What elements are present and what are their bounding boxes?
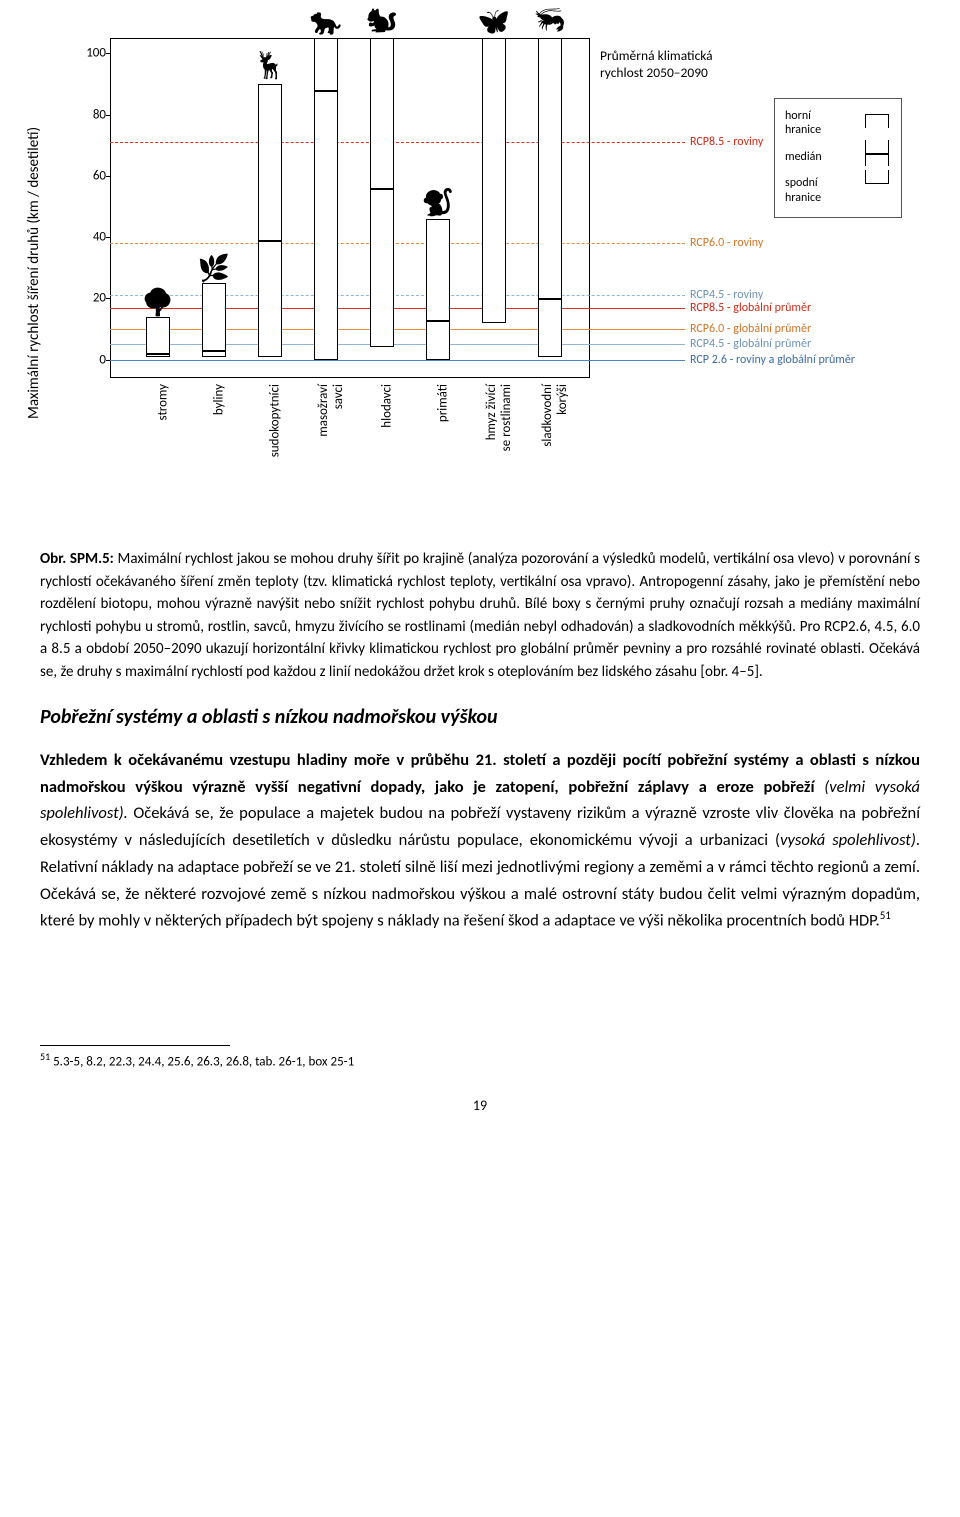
footnote: 51 5.3-5, 8.2, 22.3, 24.4, 25.6, 26.3, 2… bbox=[40, 1050, 920, 1072]
chart-title: Průměrná klimatická rychlost 2050–2090 bbox=[600, 48, 713, 82]
reference-line-label: RCP 2.6 - roviny a globální průměr bbox=[690, 353, 855, 367]
x-category-label-sudokopytnici: sudokopytníci bbox=[268, 384, 283, 457]
footnote-text: 5.3-5, 8.2, 22.3, 24.4, 25.6, 26.3, 26.8… bbox=[50, 1054, 354, 1069]
y-tick-label: 60 bbox=[82, 168, 106, 183]
caption-prefix: Obr. SPM.5: bbox=[40, 550, 114, 568]
reference-line-label: RCP6.0 - globální průměr bbox=[690, 322, 811, 336]
species-median-primati bbox=[426, 320, 450, 322]
species-median-stromy bbox=[146, 353, 170, 355]
reference-line bbox=[110, 360, 685, 361]
chart-title-line2: rychlost 2050–2090 bbox=[600, 64, 708, 81]
x-category-label-primati: primáti bbox=[436, 384, 451, 422]
legend-lower-label: spodníhranice bbox=[785, 176, 861, 205]
species-box-korysi bbox=[538, 38, 562, 357]
y-axis-label: Maximální rychlost šíření druhů (km / de… bbox=[25, 127, 43, 419]
reference-line-label: RCP4.5 - globální průměr bbox=[690, 337, 811, 351]
y-tick-label: 20 bbox=[82, 291, 106, 306]
chart-title-line1: Průměrná klimatická bbox=[600, 47, 713, 64]
species-icon-byliny: 🌿 bbox=[198, 255, 230, 281]
figure-caption: Obr. SPM.5: Maximální rychlost jakou se … bbox=[40, 548, 920, 683]
reference-line bbox=[110, 308, 685, 309]
species-icon-sudokopytnici: 🦌 bbox=[254, 52, 286, 78]
x-category-label-hlodavci: hlodavci bbox=[380, 384, 395, 428]
species-box-hmyz bbox=[482, 38, 506, 323]
plot-area bbox=[110, 38, 590, 378]
species-box-sudokopytnici bbox=[258, 84, 282, 357]
reference-line-label: RCP8.5 - globální průměr bbox=[690, 301, 811, 315]
reference-line bbox=[110, 243, 685, 244]
y-tick-label: 40 bbox=[82, 230, 106, 245]
legend-upper-label: horníhranice bbox=[785, 109, 861, 138]
footnote-marker: 51 bbox=[40, 1050, 50, 1063]
body-paragraph: Vzhledem k očekávanému vzestupu hladiny … bbox=[40, 747, 920, 935]
x-category-label-byliny: byliny bbox=[212, 384, 227, 415]
x-category-label-stromy: stromy bbox=[156, 384, 171, 421]
species-icon-hmyz: 🦋 bbox=[478, 8, 510, 34]
species-box-stromy bbox=[146, 317, 170, 357]
y-tick-label: 0 bbox=[82, 352, 106, 367]
body-em2: vysoká spolehlivost) bbox=[780, 830, 916, 850]
reference-line bbox=[110, 344, 685, 345]
figure-spm5: Maximální rychlost šíření druhů (km / de… bbox=[40, 28, 920, 518]
body-sup: 51 bbox=[880, 909, 891, 922]
page-number: 19 bbox=[40, 1097, 920, 1114]
species-box-primati bbox=[426, 219, 450, 360]
species-icon-masozravisavci: 🐆 bbox=[310, 8, 342, 34]
reference-line bbox=[110, 142, 685, 143]
species-icon-korysi: 🦐 bbox=[534, 6, 566, 32]
species-median-hlodavci bbox=[370, 188, 394, 190]
body-bold-opening: Vzhledem k očekávanému vzestupu hladiny … bbox=[40, 750, 920, 797]
species-icon-stromy: 🌳 bbox=[142, 289, 174, 315]
reference-line-label: RCP8.5 - roviny bbox=[690, 135, 763, 149]
x-category-label-masozravisavci: masožravísavci bbox=[316, 384, 346, 437]
reference-line bbox=[110, 295, 685, 296]
legend-box: horníhranice medián spodníhranice bbox=[774, 98, 902, 218]
species-box-byliny bbox=[202, 283, 226, 357]
y-tick-label: 80 bbox=[82, 107, 106, 122]
species-icon-hlodavci: 🐿️ bbox=[366, 6, 398, 32]
species-median-masozravisavci bbox=[314, 90, 338, 92]
species-box-masozravisavci bbox=[314, 38, 338, 360]
species-icon-primati: 🐒 bbox=[422, 189, 454, 215]
species-median-byliny bbox=[202, 350, 226, 352]
caption-text: Maximální rychlost jakou se mohou druhy … bbox=[40, 550, 920, 681]
x-category-label-korysi: sladkovodníkorýši bbox=[540, 384, 570, 447]
section-heading: Pobřežní systémy a oblasti s nízkou nadm… bbox=[40, 705, 920, 729]
reference-line-label: RCP6.0 - roviny bbox=[690, 236, 763, 250]
species-median-sudokopytnici bbox=[258, 240, 282, 242]
species-median-korysi bbox=[538, 298, 562, 300]
footnote-separator bbox=[40, 1045, 230, 1046]
species-box-hlodavci bbox=[370, 38, 394, 347]
y-tick-label: 100 bbox=[82, 46, 106, 61]
x-category-label-hmyz: hmyz živícíse rostlinami bbox=[484, 384, 514, 451]
legend-median-label: medián bbox=[785, 150, 861, 164]
reference-line bbox=[110, 329, 685, 330]
